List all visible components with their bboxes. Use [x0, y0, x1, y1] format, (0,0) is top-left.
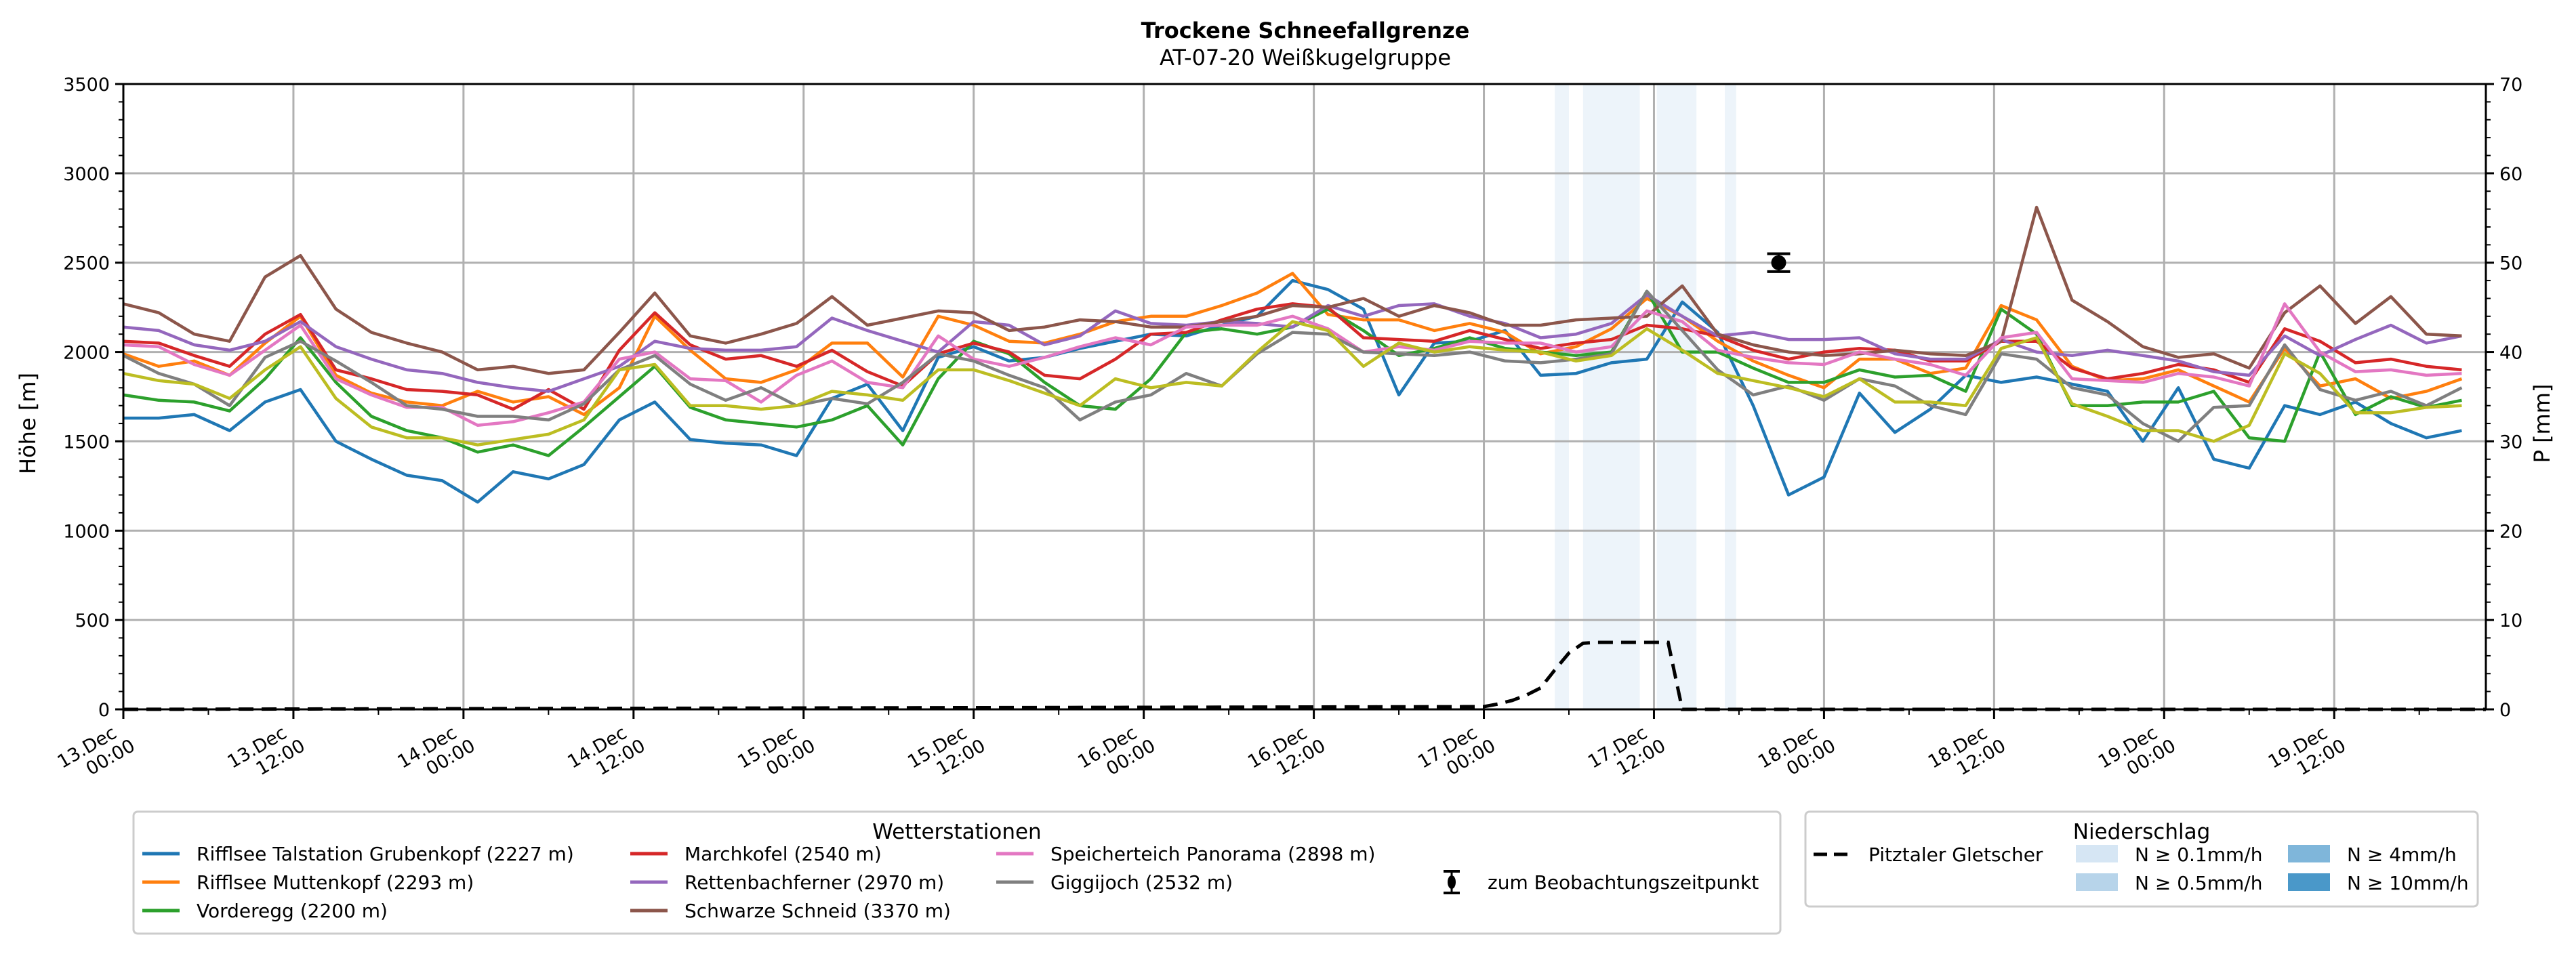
legend-label: zum Beobachtungszeitpunkt	[1488, 871, 1759, 894]
legend-label: Giggijoch (2532 m)	[1050, 871, 1233, 894]
legend-label: Marchkofel (2540 m)	[684, 843, 882, 865]
grid	[122, 83, 2486, 711]
y-tick-label: 2500	[63, 253, 110, 274]
legend-point-icon	[1448, 875, 1456, 889]
legend-color-swatch	[2076, 873, 2118, 891]
legend-color-swatch	[2288, 873, 2330, 891]
y-tick-label: 2000	[63, 343, 110, 364]
chart-title: Trockene Schneefallgrenze	[1141, 18, 1470, 43]
legend-label: Rettenbachferner (2970 m)	[684, 871, 944, 894]
station-legend-frame	[132, 810, 1782, 935]
precip-line	[123, 640, 2486, 711]
y2-tick-label: 50	[2499, 253, 2522, 274]
series-line	[123, 278, 2462, 504]
precip-bands	[1555, 84, 1736, 709]
precip-band	[1555, 84, 1570, 709]
legend-color-swatch	[2076, 845, 2118, 862]
legend-label: N ≥ 10mm/h	[2347, 872, 2469, 894]
observation-marker	[1767, 252, 1791, 273]
precip-legend-title: Niederschlag	[2073, 820, 2211, 844]
y2-tick-label: 30	[2499, 432, 2522, 453]
y2-tick-label: 60	[2499, 164, 2522, 185]
legend-label: N ≥ 0.5mm/h	[2135, 872, 2262, 894]
y-tick-label: 3000	[63, 164, 110, 185]
precip-band	[1582, 84, 1640, 709]
chart-subtitle: AT-07-20 Weißkugelgruppe	[1160, 45, 1451, 70]
legend-label: Rifflsee Talstation Grubenkopf (2227 m)	[197, 843, 574, 865]
y-tick-label: 1500	[63, 432, 110, 453]
precip-legend: Niederschlag Pitztaler Gletscher N ≥ 0.1m…	[1804, 810, 2479, 908]
y2-tick-label: 20	[2499, 521, 2522, 542]
series-lines	[122, 205, 2463, 504]
series-line	[123, 302, 2462, 411]
legend-label: Rifflsee Muttenkopf (2293 m)	[197, 871, 474, 894]
precip-band	[1656, 84, 1697, 709]
legend-color-swatch	[2288, 845, 2330, 862]
legend-label: N ≥ 0.1mm/h	[2135, 844, 2262, 866]
legend-label: Vorderegg (2200 m)	[197, 900, 388, 922]
precip-band	[1725, 84, 1736, 709]
y2-tick-label: 70	[2499, 75, 2522, 96]
legend-label: Schwarze Schneid (3370 m)	[684, 900, 951, 922]
series-line	[123, 320, 2462, 446]
y2-axis-label: P [mm]	[2529, 384, 2555, 463]
y-tick-label: 3500	[63, 75, 110, 96]
station-legend: Wetterstationen Rifflsee Talstation Grub…	[132, 810, 1782, 935]
station-legend-title: Wetterstationen	[872, 820, 1041, 844]
y-tick-label: 1000	[63, 521, 110, 542]
y2-tick-label: 0	[2499, 700, 2511, 721]
series-line	[123, 293, 2462, 393]
y-tick-label: 0	[98, 700, 110, 721]
y2-tick-label: 10	[2499, 610, 2522, 631]
legend-label: Speicherteich Panorama (2898 m)	[1050, 843, 1375, 865]
precip-dashed-line	[123, 640, 2486, 711]
series-line	[123, 302, 2462, 427]
y-axis-label: Höhe [m]	[15, 373, 41, 474]
series-line	[123, 205, 2462, 375]
legend-label: N ≥ 4mm/h	[2347, 844, 2457, 866]
plot-frame	[122, 83, 2487, 711]
observation-point	[1771, 255, 1786, 270]
legend-label: Pitztaler Gletscher	[1868, 844, 2043, 866]
y2-tick-label: 40	[2499, 343, 2522, 364]
axes: 0 500 1000 1500 2000 2500 3000 3500 0 10 20 30 40 50 6…	[54, 75, 2523, 780]
y-tick-label: 500	[75, 610, 110, 631]
series-line	[122, 289, 2463, 443]
